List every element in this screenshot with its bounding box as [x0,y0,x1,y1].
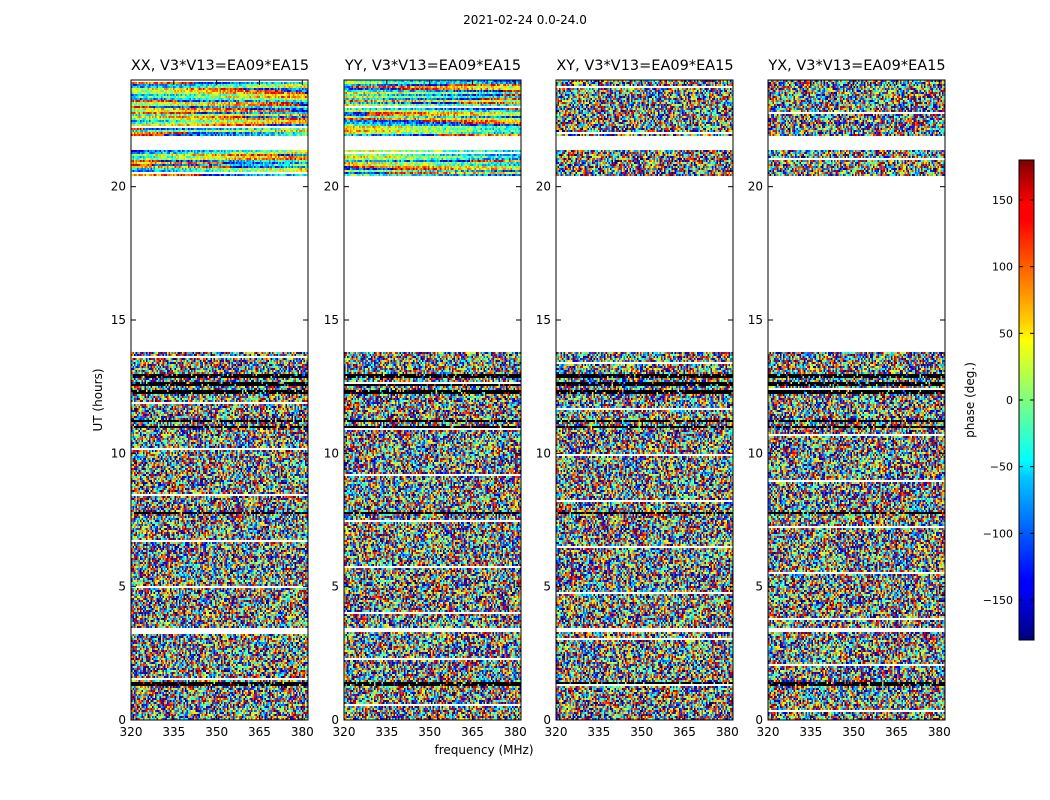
figure-suptitle: 2021-02-24 0.0-24.0 [463,13,587,27]
y-tick-label: 15 [111,313,126,327]
x-tick-label: 320 [333,725,356,739]
x-tick-label: 350 [205,725,228,739]
y-axis-label: UT (hours) [91,368,105,432]
panel-title-xy: XY, V3*V13=EA09*EA15 [556,58,734,74]
colorbar-label: phase (deg.) [963,362,977,438]
x-tick-label: 380 [928,725,951,739]
y-tick-label: 20 [324,180,339,194]
colorbar: 150 100 50 0 −50 −100 −150 [983,159,1035,641]
x-tick-label: 320 [545,725,568,739]
x-tick-label: 335 [587,725,610,739]
panel-1: 0 5 10 15 20 320 335 350 365 380 [111,79,314,739]
colorbar-tick-label: 100 [992,261,1013,274]
colorbar-tick-label: −150 [983,594,1013,607]
x-tick-label: 350 [630,725,653,739]
panel-2: 0 5 10 15 20 320 335 350 365 380 [324,79,527,739]
panel-4: 0 5 10 15 20 320 335 350 365 380 [748,79,951,739]
colorbar-tick-label: 150 [992,194,1013,207]
y-tick-label: 20 [536,180,551,194]
colorbar-tick-label: 50 [999,327,1013,340]
panel-frame [767,79,946,721]
y-tick-label: 15 [748,313,763,327]
x-tick-label: 335 [375,725,398,739]
x-tick-label: 350 [418,725,441,739]
x-axis-label: frequency (MHz) [434,743,534,757]
y-tick-label: 0 [118,713,126,727]
panel-title-xx: XX, V3*V13=EA09*EA15 [130,58,310,74]
panel-frame [555,79,734,721]
x-tick-label: 365 [673,725,696,739]
x-tick-label: 380 [504,725,527,739]
y-tick-label: 10 [324,446,339,460]
x-tick-label: 335 [162,725,185,739]
colorbar-tick-label: 0 [1006,394,1013,407]
colorbar-tick-label: −50 [990,461,1013,474]
panels-layer: 0 5 10 15 20 320 335 350 365 380 0 5 10 15 20 320 335 350… [111,79,951,739]
panel-frame [130,79,309,721]
x-tick-label: 365 [461,725,484,739]
heatmap-image [131,80,308,720]
y-tick-label: 5 [331,580,339,594]
panel-title-yx: YX, V3*V13=EA09*EA15 [768,58,946,74]
x-tick-label: 335 [799,725,822,739]
y-tick-label: 15 [536,313,551,327]
y-tick-label: 10 [536,446,551,460]
heatmap-image [344,80,521,720]
colorbar-gradient [1019,160,1034,640]
y-tick-label: 5 [755,580,763,594]
y-tick-label: 15 [324,313,339,327]
y-tick-label: 0 [331,713,339,727]
y-tick-label: 0 [755,713,763,727]
x-tick-label: 365 [885,725,908,739]
x-tick-label: 350 [842,725,865,739]
heatmap-image [768,80,945,720]
y-tick-label: 5 [118,580,126,594]
y-tick-label: 0 [543,713,551,727]
x-tick-label: 380 [716,725,739,739]
x-tick-label: 380 [291,725,314,739]
x-tick-label: 320 [757,725,780,739]
x-tick-label: 365 [248,725,271,739]
colorbar-tick-label: −100 [983,527,1013,540]
panel-frame [343,79,522,721]
y-tick-label: 20 [748,180,763,194]
y-tick-label: 10 [111,446,126,460]
panel-3: 0 5 10 15 20 320 335 350 365 380 [536,79,739,739]
x-tick-label: 320 [120,725,143,739]
y-tick-label: 10 [748,446,763,460]
y-tick-label: 5 [543,580,551,594]
panel-title-yy: YY, V3*V13=EA09*EA15 [344,58,522,74]
y-tick-label: 20 [111,180,126,194]
heatmap-image [556,80,733,720]
